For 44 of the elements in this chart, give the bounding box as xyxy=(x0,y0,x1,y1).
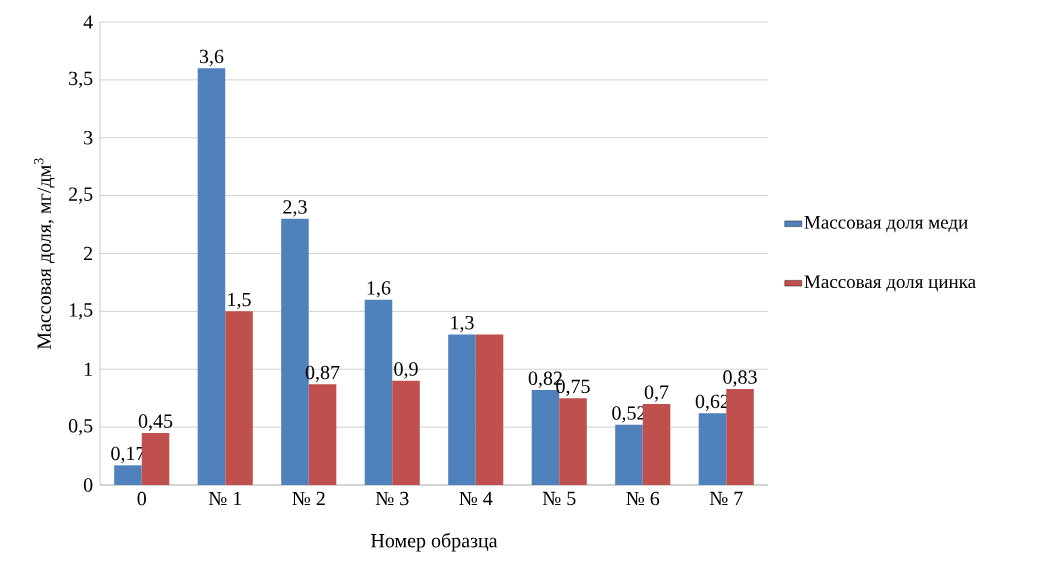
data-label: 1,5 xyxy=(228,292,251,310)
y-tick-label: 3,5 xyxy=(69,71,93,89)
bar xyxy=(559,398,587,485)
y-tick-label: 1 xyxy=(84,362,92,376)
bar xyxy=(698,413,727,485)
bar xyxy=(308,384,337,485)
bar xyxy=(225,311,253,485)
data-label: 0,9 xyxy=(394,362,418,379)
bar xyxy=(364,299,393,485)
y-tick-label: 1,5 xyxy=(69,303,93,320)
data-label: 1,6 xyxy=(367,281,391,298)
x-tick-label: № 3 xyxy=(375,491,409,506)
data-label: 0,83 xyxy=(723,370,757,387)
bar xyxy=(448,334,476,485)
x-tick-label: № 6 xyxy=(626,491,660,506)
bar xyxy=(615,424,643,485)
bar xyxy=(114,465,142,485)
y-tick-label: 3 xyxy=(84,131,93,145)
y-tick-label: 0 xyxy=(83,478,93,492)
y-axis-title: Массовая доля, мг/дм$^{3}$ xyxy=(33,158,55,350)
bar xyxy=(475,334,504,485)
y-tick-label: 2 xyxy=(84,246,93,261)
legend-label: Массовая доля цинка xyxy=(804,275,976,292)
x-tick-label: 0 xyxy=(137,491,146,506)
bar xyxy=(197,68,226,485)
data-label: 0,7 xyxy=(644,385,669,402)
y-tick-label: 0,5 xyxy=(68,418,93,436)
data-label: 2,3 xyxy=(283,200,307,217)
bar xyxy=(392,380,420,485)
x-tick-label: № 7 xyxy=(709,491,743,505)
data-label: 1,3 xyxy=(451,316,474,333)
x-tick-label: № 5 xyxy=(542,491,576,506)
y-tick-label: 2,5 xyxy=(69,187,93,204)
x-tick-label: № 4 xyxy=(459,491,493,506)
x-tick-label: № 1 xyxy=(208,491,242,506)
bar xyxy=(642,403,671,485)
x-axis-title: Номер образца xyxy=(371,532,498,552)
legend-label: Массовая доля меди xyxy=(804,216,968,233)
bar xyxy=(141,432,170,485)
bar xyxy=(726,388,754,485)
data-label: 0,45 xyxy=(138,414,173,431)
data-label: 3,6 xyxy=(199,49,224,67)
x-tick-label: № 2 xyxy=(292,491,325,506)
y-tick-label: 4 xyxy=(83,15,93,29)
